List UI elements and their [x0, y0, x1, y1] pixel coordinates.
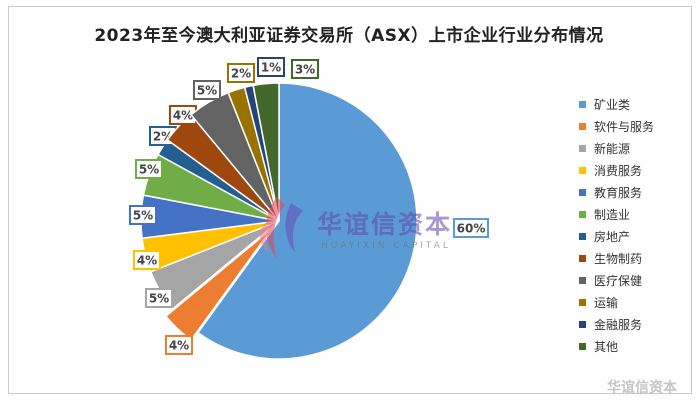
legend-label: 运输	[594, 295, 619, 310]
legend-item: 生物制药	[579, 247, 691, 269]
legend: 矿业类软件与服务新能源消费服务教育服务制造业房地产生物制药医疗保健运输金融服务其…	[579, 93, 691, 357]
legend-label: 矿业类	[594, 97, 631, 112]
legend-label: 制造业	[594, 207, 631, 222]
legend-item: 医疗保健	[579, 269, 691, 291]
data-label-1: 60%	[453, 218, 489, 238]
legend-label: 教育服务	[594, 185, 643, 200]
legend-swatch	[579, 342, 586, 350]
legend-item: 矿业类	[579, 93, 691, 115]
chart-frame: 2023年至今澳大利亚证券交易所（ASX）上市企业行业分布情况 60% 4% 5% 4…	[8, 6, 692, 396]
legend-item: 软件与服务	[579, 115, 691, 137]
legend-item: 消费服务	[579, 159, 691, 181]
data-label-9: 5%	[193, 80, 221, 100]
legend-swatch	[579, 232, 586, 240]
legend-label: 消费服务	[594, 163, 643, 178]
data-label-5: 5%	[129, 205, 157, 225]
pie-slice-12	[252, 82, 280, 222]
svg-text:2%: 2%	[231, 67, 251, 81]
legend-label: 房地产	[594, 229, 631, 244]
svg-text:4%: 4%	[137, 254, 157, 268]
legend-swatch	[579, 144, 586, 152]
legend-label: 新能源	[594, 141, 631, 156]
data-label-4: 4%	[133, 250, 161, 270]
legend-swatch	[579, 298, 586, 306]
svg-text:60%: 60%	[457, 222, 486, 236]
legend-swatch	[579, 276, 586, 284]
legend-label: 医疗保健	[594, 273, 643, 288]
data-label-2: 4%	[165, 335, 193, 355]
legend-item: 运输	[579, 291, 691, 313]
legend-swatch	[579, 188, 586, 196]
legend-item: 教育服务	[579, 181, 691, 203]
svg-text:3%: 3%	[295, 63, 315, 77]
legend-swatch	[579, 210, 586, 218]
legend-swatch	[579, 100, 586, 108]
data-label-10: 2%	[227, 63, 255, 83]
legend-label: 软件与服务	[594, 119, 655, 134]
legend-item: 制造业	[579, 203, 691, 225]
corner-watermark: 华谊信资本	[607, 380, 677, 396]
logo-watermark-icon	[260, 197, 303, 259]
legend-label: 金融服务	[594, 317, 643, 332]
data-label-6: 5%	[135, 159, 163, 179]
data-label-12: 3%	[291, 59, 319, 79]
svg-text:5%: 5%	[133, 209, 153, 223]
legend-item: 房地产	[579, 225, 691, 247]
legend-label: 生物制药	[594, 251, 643, 266]
chart-title: 2023年至今澳大利亚证券交易所（ASX）上市企业行业分布情况	[94, 26, 604, 46]
legend-label: 其他	[594, 339, 619, 354]
data-label-3: 5%	[145, 288, 173, 308]
svg-text:5%: 5%	[139, 163, 159, 177]
logo-watermark-subtext: HUAYIXIN CAPITAL	[321, 241, 451, 251]
svg-text:4%: 4%	[169, 339, 189, 353]
legend-swatch	[579, 166, 586, 174]
legend-item: 其他	[579, 335, 691, 357]
legend-swatch	[579, 320, 586, 328]
svg-text:1%: 1%	[261, 61, 281, 75]
legend-swatch	[579, 254, 586, 262]
legend-item: 新能源	[579, 137, 691, 159]
pie-slice-1	[196, 82, 418, 360]
legend-swatch	[579, 122, 586, 130]
pie-chart: 60%4%5%4%5%5%2%4%5%2% 1% 3%	[129, 57, 489, 360]
legend-item: 金融服务	[579, 313, 691, 335]
data-label-8: 4%	[169, 105, 197, 125]
svg-text:5%: 5%	[149, 292, 169, 306]
logo-watermark-text: 华谊信资本	[317, 210, 453, 239]
svg-text:4%: 4%	[173, 109, 193, 123]
svg-text:5%: 5%	[197, 84, 217, 98]
data-label-11: 1%	[257, 57, 285, 77]
